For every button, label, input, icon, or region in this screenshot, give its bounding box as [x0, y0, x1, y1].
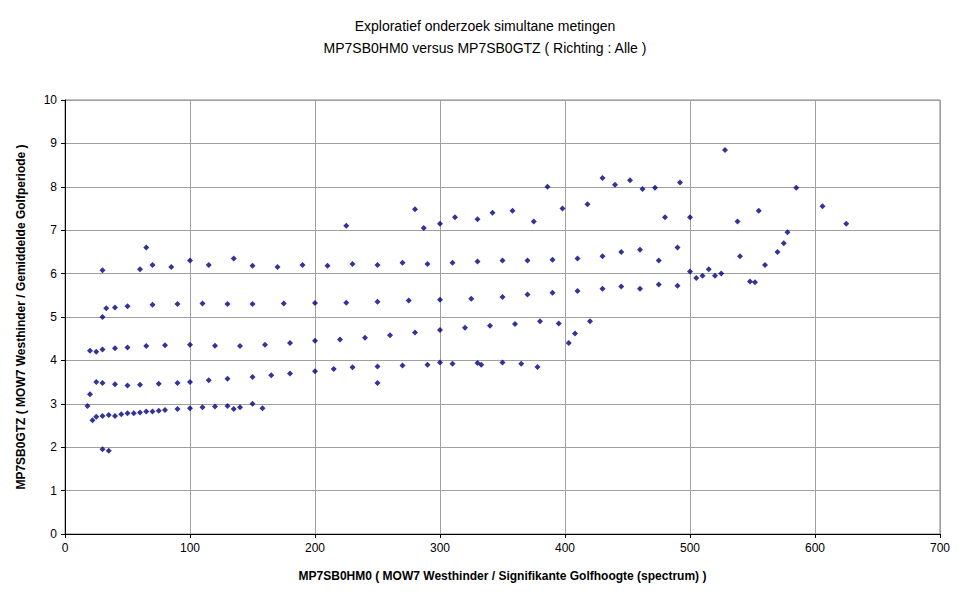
svg-text:1: 1 [50, 484, 57, 498]
svg-text:Exploratief onderzoek simultan: Exploratief onderzoek simultane metingen [355, 18, 616, 34]
svg-text:10: 10 [44, 93, 58, 107]
svg-text:MP7SB0GTZ ( MOW7 Westhinder /: MP7SB0GTZ ( MOW7 Westhinder / Gemiddelde… [14, 144, 28, 489]
svg-text:700: 700 [930, 541, 950, 555]
svg-text:MP7SB0HM0 versus MP7SB0GTZ ( R: MP7SB0HM0 versus MP7SB0GTZ ( Richting : … [324, 40, 647, 56]
svg-text:0: 0 [50, 527, 57, 541]
svg-text:7: 7 [50, 223, 57, 237]
svg-text:400: 400 [555, 541, 575, 555]
svg-text:4: 4 [50, 353, 57, 367]
svg-text:3: 3 [50, 397, 57, 411]
svg-text:6: 6 [50, 267, 57, 281]
svg-text:2: 2 [50, 440, 57, 454]
svg-text:200: 200 [305, 541, 325, 555]
svg-text:5: 5 [50, 310, 57, 324]
svg-text:600: 600 [805, 541, 825, 555]
svg-text:MP7SB0HM0 ( MOW7 Westhinder /: MP7SB0HM0 ( MOW7 Westhinder / Signifikan… [299, 569, 707, 583]
svg-text:500: 500 [680, 541, 700, 555]
svg-text:300: 300 [430, 541, 450, 555]
svg-text:8: 8 [50, 180, 57, 194]
svg-text:9: 9 [50, 136, 57, 150]
svg-text:100: 100 [180, 541, 200, 555]
svg-text:0: 0 [62, 541, 69, 555]
